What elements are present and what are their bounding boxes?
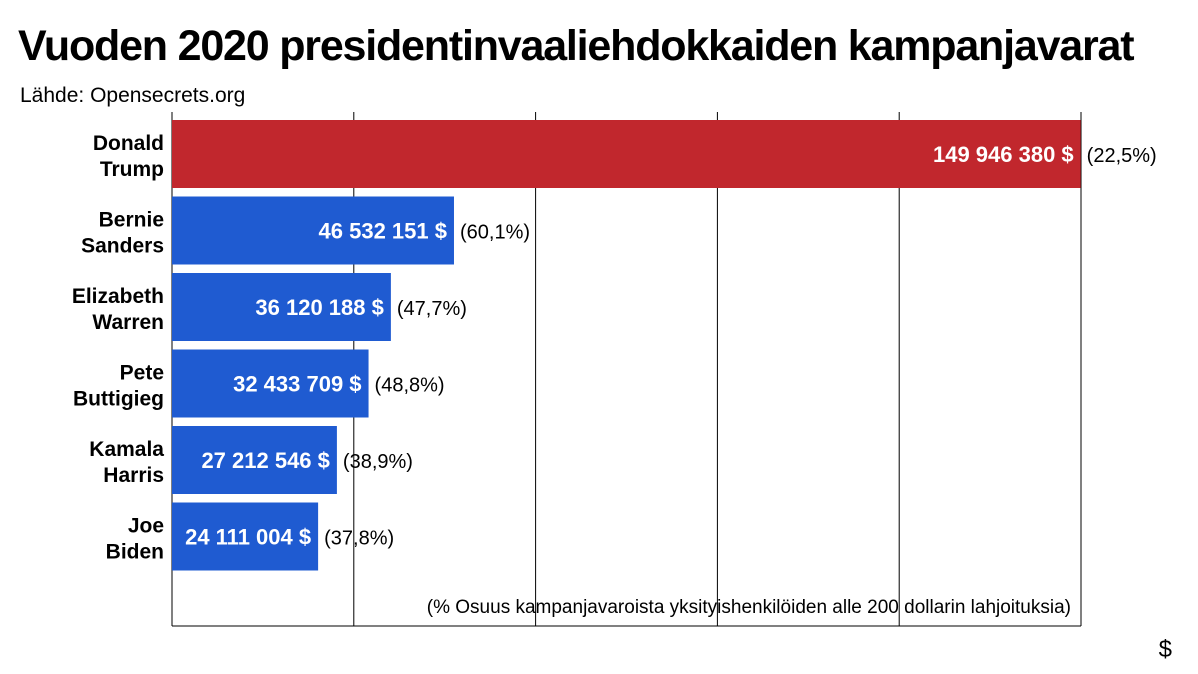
percent-label: (38,9%) xyxy=(343,451,413,473)
bar xyxy=(172,502,319,571)
labels: Donald Trump 149 946 380 $ (22,5%) Bernie San… xyxy=(72,132,1157,564)
value-label: 149 946 380 $ xyxy=(933,142,1074,167)
gridlines xyxy=(171,112,1082,627)
percent-label: (22,5%) xyxy=(1087,145,1157,167)
bar xyxy=(172,349,369,418)
axis-unit-label: $ xyxy=(1158,636,1172,663)
percent-label: (47,7%) xyxy=(397,298,467,320)
bar xyxy=(172,426,337,494)
percent-label: (48,8%) xyxy=(375,375,445,397)
percent-label: (60,1%) xyxy=(460,222,530,244)
category-label: Bernie Sanders xyxy=(81,209,164,258)
category-label: Donald Trump xyxy=(93,132,164,181)
chart-source: Lähde: Opensecrets.org xyxy=(20,84,246,107)
category-label: Pete Buttigieg xyxy=(73,362,164,411)
bars xyxy=(172,120,1081,571)
chart-note: (% Osuus kampanjavaroista yksityishenkil… xyxy=(427,597,1071,618)
value-label: 46 532 151 $ xyxy=(319,219,447,244)
category-label: Elizabeth Warren xyxy=(72,285,164,334)
bar xyxy=(172,196,454,265)
category-label: Joe Biden xyxy=(106,515,164,564)
chart-title: Vuoden 2020 presidentinvaaliehdokkaiden … xyxy=(18,22,1135,70)
bar xyxy=(172,120,1081,188)
value-label: 24 111 004 $ xyxy=(185,525,311,550)
value-label: 32 433 709 $ xyxy=(233,372,361,397)
category-label: Kamala Harris xyxy=(89,438,164,487)
value-label: 27 212 546 $ xyxy=(201,448,329,473)
bar xyxy=(172,273,391,341)
percent-label: (37,8%) xyxy=(324,528,394,550)
value-label: 36 120 188 $ xyxy=(255,295,383,320)
